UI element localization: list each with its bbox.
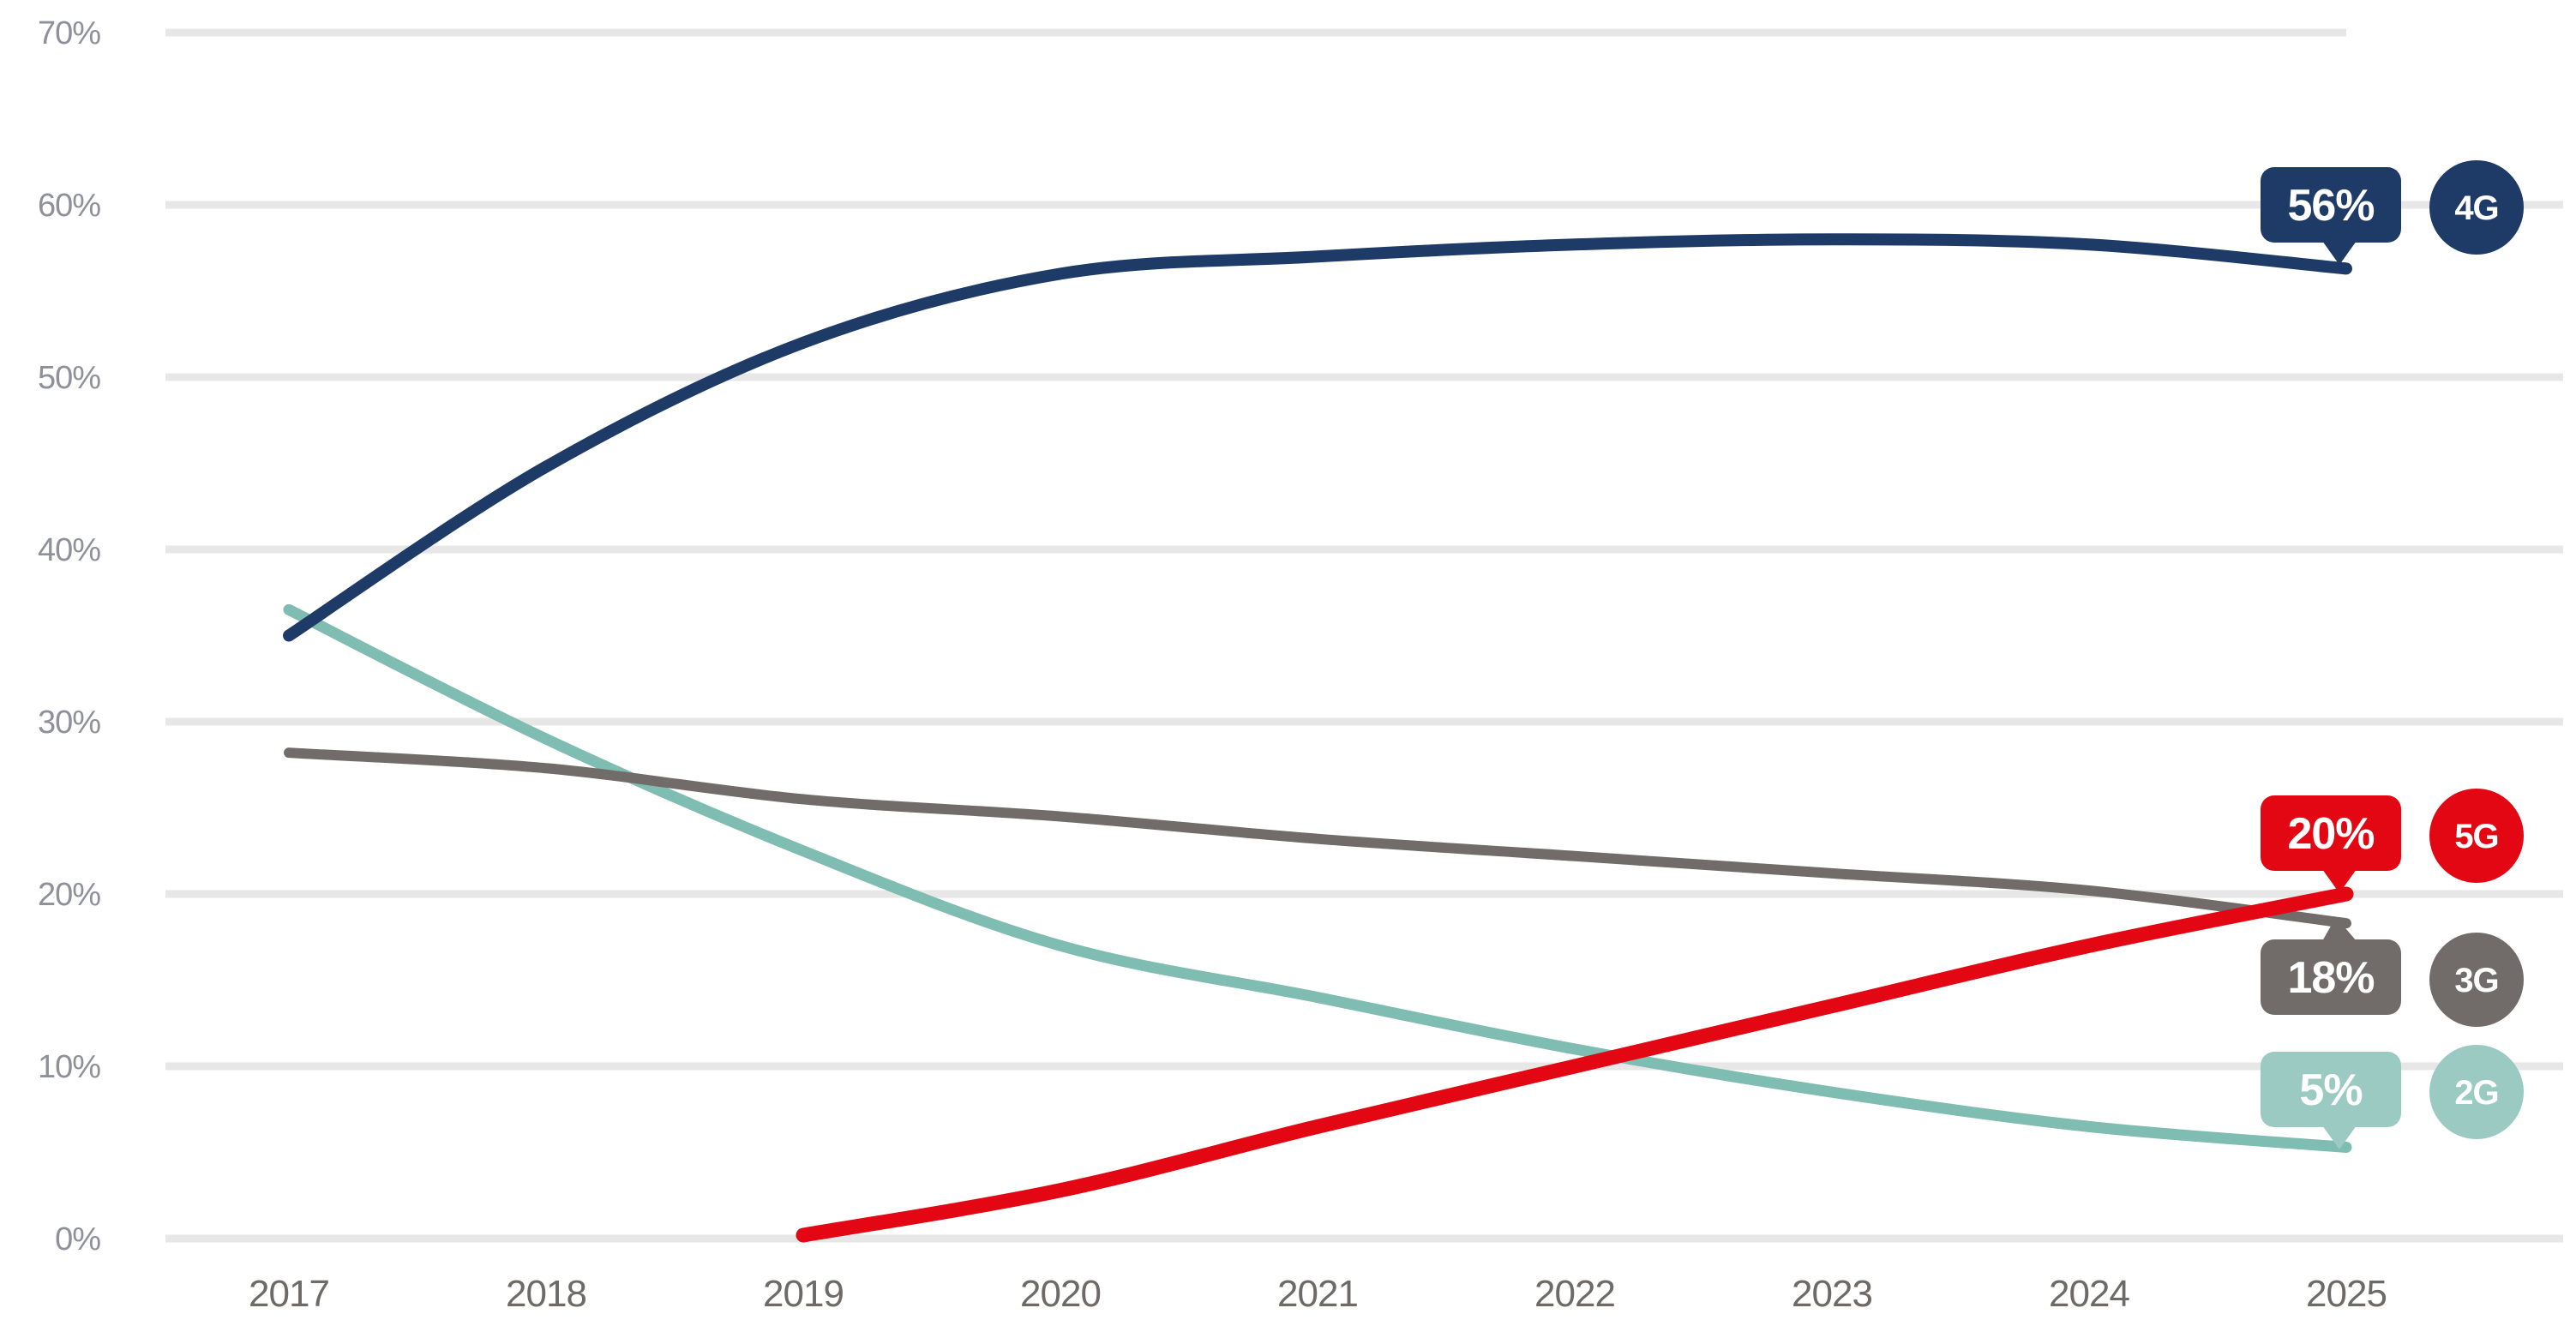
value-callout-3g [2261,939,2401,1015]
legend-badge-3g [2429,933,2524,1027]
value-callout-label-3g: 18% [2287,953,2374,1003]
series-line-2g [283,603,2352,1153]
value-callout-label-2g: 5% [2299,1065,2362,1115]
value-callout-pointer-5g [2322,869,2357,893]
legend-badge-label-4g: 4G [2454,189,2498,227]
y-axis-tick-label: 10% [38,1049,100,1085]
legend-badge-4g [2429,160,2524,255]
y-axis-tick-label: 50% [38,360,100,396]
legend-badge-5g [2429,789,2524,883]
x-axis-tick-label: 2025 [2306,1273,2387,1315]
x-axis-tick-label: 2019 [763,1273,844,1315]
value-callout-label-4g: 56% [2287,181,2374,231]
x-axis-tick-label: 2022 [1534,1273,1615,1315]
legend-badge-2g [2429,1045,2524,1139]
x-axis-tick-label: 2024 [2049,1273,2129,1315]
y-axis-tick-label: 30% [38,705,100,741]
x-axis-tick-label: 2018 [506,1273,586,1315]
value-callout-4g [2261,167,2401,243]
y-axis-tick-label: 40% [38,532,100,568]
series-line-3g [284,747,2351,929]
value-callout-pointer-2g [2322,1125,2357,1149]
series-line-4g [283,233,2352,642]
x-axis-tick-label: 2023 [1792,1273,1872,1315]
y-axis-tick-label: 0% [55,1221,100,1257]
value-callout-pointer-4g [2322,241,2357,265]
x-axis-tick-label: 2021 [1277,1273,1358,1315]
legend-badge-label-2g: 2G [2454,1074,2498,1112]
legend-badge-label-3g: 3G [2454,962,2498,999]
value-callout-pointer-3g [2322,917,2357,941]
y-axis-tick-label: 20% [38,877,100,913]
x-axis-tick-label: 2020 [1020,1273,1101,1315]
series-line-5g [796,886,2354,1243]
legend-badge-label-5g: 5G [2454,818,2498,855]
x-axis-tick-label: 2017 [249,1273,329,1315]
value-callout-label-5g: 20% [2287,809,2374,859]
y-axis-tick-label: 70% [38,15,100,51]
y-axis-tick-label: 60% [38,188,100,224]
value-callout-5g [2261,795,2401,871]
value-callout-2g [2261,1052,2401,1127]
